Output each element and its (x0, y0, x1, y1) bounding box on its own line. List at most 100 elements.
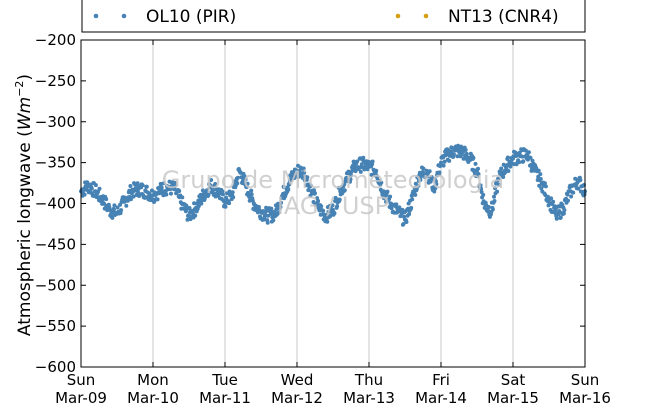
data-point (455, 154, 460, 159)
x-axis: SunMar-09MonMar-10TueMar-11WedMar-12ThuM… (55, 40, 611, 407)
data-point (112, 203, 117, 208)
data-point (193, 213, 198, 218)
y-axis-label-unit: Wm (15, 97, 35, 130)
data-point (230, 190, 235, 195)
data-point (530, 158, 535, 163)
data-point (401, 222, 406, 226)
data-point (433, 186, 438, 191)
x-tick-label-date: Mar-14 (415, 389, 467, 407)
data-point (286, 187, 291, 192)
data-point (437, 170, 442, 175)
data-point (223, 204, 228, 209)
data-point (125, 198, 130, 203)
data-point (441, 163, 446, 168)
x-tick-label-date: Mar-12 (271, 389, 323, 407)
data-points (79, 143, 587, 227)
data-point (473, 161, 478, 166)
x-tick-label-day: Sun (67, 371, 96, 389)
data-point (552, 204, 557, 209)
data-point (492, 194, 496, 199)
data-point (321, 208, 326, 213)
data-point (172, 187, 177, 192)
y-axis-label: Atmospheric longwave (Wm−2) (13, 74, 35, 336)
data-point (349, 173, 353, 178)
y-axis-label-exp: −2 (13, 81, 26, 97)
data-point (328, 213, 333, 218)
x-tick-label-date: Mar-11 (199, 389, 251, 407)
data-point (407, 212, 412, 217)
y-tick-label: −400 (35, 195, 76, 213)
legend-marker-ol10 (121, 13, 127, 19)
data-point (325, 219, 330, 224)
y-tick-label: −450 (35, 235, 76, 253)
data-point (245, 181, 250, 186)
data-point (243, 177, 248, 182)
data-point (505, 155, 510, 160)
x-tick-label-date: Mar-13 (343, 389, 395, 407)
data-point (313, 191, 317, 196)
data-point (235, 175, 240, 180)
data-point (110, 215, 115, 220)
data-point (521, 159, 526, 164)
data-point (385, 189, 390, 194)
data-point (566, 198, 570, 203)
data-point (279, 200, 284, 205)
y-tick-label: −350 (35, 154, 76, 172)
data-point (569, 194, 574, 199)
data-point (180, 195, 185, 200)
data-point (281, 184, 286, 189)
legend-frame (81, 0, 586, 33)
legend: OL10 (PIR) NT13 (CNR4) (81, 0, 586, 33)
data-point (93, 183, 98, 188)
data-point (351, 163, 356, 168)
data-point (332, 211, 337, 216)
data-point (476, 166, 480, 171)
data-point (256, 205, 261, 209)
data-point (486, 205, 491, 209)
data-point (128, 184, 133, 188)
data-point (119, 208, 124, 213)
data-point (554, 216, 559, 221)
data-point (439, 160, 443, 165)
watermark-line-1: Grupo de Micrometeorologia (162, 166, 504, 194)
legend-label-nt13: NT13 (CNR4) (448, 7, 559, 27)
data-point (526, 150, 531, 155)
y-tick-label: −200 (35, 31, 76, 49)
data-point (463, 148, 468, 152)
data-point (499, 166, 504, 171)
data-point (493, 186, 497, 191)
y-axis: −200 −250 −300 −350 −400 −450 −500 −550 −600 (35, 31, 585, 376)
y-tick-label: −300 (35, 113, 76, 131)
y-tick-label: −550 (35, 317, 76, 335)
legend-label-ol10: OL10 (PIR) (146, 7, 236, 27)
data-point (97, 186, 102, 191)
data-point (442, 159, 447, 164)
data-point (416, 183, 421, 188)
data-point (461, 156, 466, 161)
data-point (365, 167, 370, 172)
data-point (164, 192, 169, 197)
data-point (196, 204, 201, 209)
data-point (305, 175, 310, 180)
x-tick-label-day: Wed (281, 371, 314, 389)
data-point (249, 188, 254, 193)
data-point (409, 205, 414, 210)
data-point (293, 174, 298, 179)
data-point (131, 194, 136, 199)
data-point (492, 199, 497, 203)
data-point (82, 192, 87, 197)
data-point (231, 195, 236, 200)
x-tick-label-day: Mon (137, 371, 169, 389)
x-tick-label-day: Sun (571, 371, 600, 389)
data-point (173, 183, 178, 188)
data-point (337, 197, 342, 202)
data-point (561, 211, 566, 216)
data-point (373, 170, 378, 175)
data-point (124, 203, 129, 208)
data-point (221, 198, 226, 203)
x-tick-label-day: Tue (211, 371, 238, 389)
data-point (562, 208, 567, 213)
data-point (449, 149, 454, 154)
data-point (342, 188, 347, 193)
